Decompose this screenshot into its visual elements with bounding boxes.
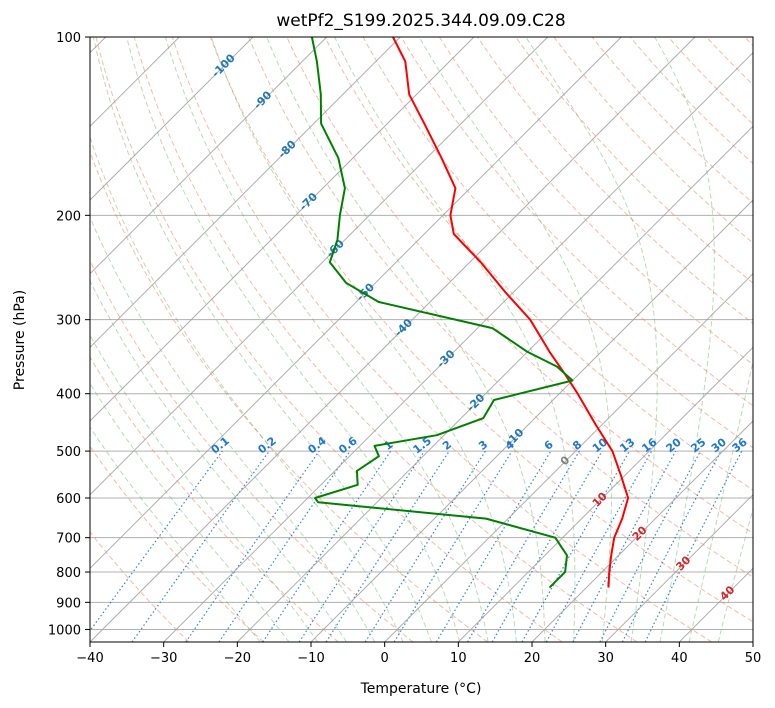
- x-tick-label: 30: [597, 651, 614, 666]
- y-tick-label: 700: [56, 532, 81, 547]
- dry-adiabat-line: [210, 37, 753, 623]
- moist-adiabat-line: [334, 37, 576, 642]
- isotherm-line: [90, 37, 401, 349]
- x-tick-label: 40: [671, 651, 688, 666]
- y-tick-label: 100: [56, 31, 81, 46]
- x-tick-label: 0: [381, 651, 389, 666]
- sounding-profiles: [310, 37, 630, 589]
- isotherm-line: [457, 346, 753, 642]
- mixing-ratio-line: [185, 450, 320, 642]
- moist-adiabat-line: [210, 37, 517, 642]
- moist-adiabat-line: [90, 382, 290, 642]
- mixing-ratio-line: [131, 450, 270, 642]
- isotherm-line: [90, 37, 475, 422]
- dry-adiabat-line: [90, 531, 190, 642]
- isotherm-line: [236, 125, 753, 642]
- isotherm-line: [90, 37, 254, 201]
- dry-adiabat-line: [90, 150, 488, 642]
- isotherm-line: [605, 493, 753, 642]
- y-tick-label: 600: [56, 492, 81, 507]
- x-axis-ticks: −40 −30 −20 −10 0 10 20 30 40 50: [76, 642, 761, 666]
- pressure-gridlines: [90, 37, 753, 630]
- dewpoint-profile-line: [310, 37, 574, 589]
- dry-adiabat-line: [286, 37, 753, 534]
- y-tick-label: 500: [56, 445, 81, 460]
- y-tick-label: 900: [56, 596, 81, 611]
- y-tick-label: 800: [56, 566, 81, 581]
- dry-adiabat-line: [400, 37, 753, 407]
- moist-adiabats: [90, 37, 753, 642]
- isotherm-line: [531, 420, 753, 642]
- x-tick-label: 20: [524, 651, 541, 666]
- dry-adiabat-line: [553, 37, 753, 244]
- moist-adiabat-line: [90, 334, 319, 642]
- mixing-ratio-line: [435, 450, 552, 642]
- dry-adiabat-line: [133, 37, 638, 642]
- dry-adiabat-line: [95, 37, 563, 642]
- x-tick-label: 50: [745, 651, 762, 666]
- dry-adiabat-line: [171, 37, 712, 642]
- dry-adiabats: [90, 37, 753, 642]
- chart-title: wetPf2_S199.2025.344.09.09.C28: [276, 11, 565, 31]
- mixing-ratio-line: [491, 450, 603, 642]
- x-tick-label: −30: [150, 651, 177, 666]
- y-axis-label: Pressure (hPa): [12, 290, 28, 390]
- temperature-profile-line: [392, 37, 630, 588]
- isotherm-line: [310, 199, 753, 642]
- mixing-ratio-line: [521, 450, 631, 642]
- y-tick-label: 300: [56, 314, 81, 329]
- x-axis-label: Temperature (°C): [360, 681, 482, 697]
- moist-adiabat-line: [90, 135, 404, 642]
- y-tick-label: 200: [56, 209, 81, 224]
- moist-adiabat-line: [688, 358, 753, 642]
- dry-adiabat-line: [90, 259, 414, 642]
- x-tick-label: −20: [224, 651, 251, 666]
- moist-adiabat-line: [164, 37, 489, 642]
- moist-adiabat-line: [717, 506, 753, 642]
- moist-adiabat-line: [90, 426, 261, 642]
- dry-adiabat-line: [438, 37, 753, 366]
- dry-adiabat-line: [248, 37, 753, 578]
- dry-adiabat-line: [90, 356, 339, 642]
- x-tick-label: −40: [76, 651, 103, 666]
- x-tick-label: −10: [297, 651, 324, 666]
- mixing-ratio-line: [572, 450, 677, 642]
- mixing-ratio-line: [393, 450, 513, 642]
- dry-adiabat-line: [477, 37, 753, 325]
- mixing-ratio-line: [325, 450, 450, 642]
- mixing-ratio-lines: [90, 450, 743, 642]
- x-tick-label: 10: [450, 651, 467, 666]
- isotherm-line: [163, 51, 753, 642]
- moist-adiabat-line: [92, 37, 432, 642]
- moist-adiabat-line: [90, 215, 376, 642]
- mixing-ratio-line: [218, 450, 351, 642]
- isotherm-line: [90, 37, 696, 642]
- y-tick-label: 1000: [48, 623, 81, 638]
- mixing-ratio-line: [90, 450, 223, 632]
- y-tick-label: 400: [56, 388, 81, 403]
- isotherm-line: [90, 37, 622, 570]
- dry-adiabat-line: [591, 37, 753, 204]
- moist-adiabat-line: [266, 37, 546, 642]
- moist-adiabat-line: [418, 37, 613, 642]
- isotherm-line: [384, 272, 753, 642]
- moist-adiabat-line: [126, 37, 461, 642]
- dry-adiabat-line: [324, 37, 753, 491]
- isotherm-line: [90, 37, 549, 496]
- plot-frame: [89, 36, 754, 643]
- isotherms: [90, 37, 753, 642]
- mixing-ratio-line: [364, 450, 486, 642]
- y-axis-ticks: 100 200 300 400 500 600 700 800 900 1000: [48, 31, 90, 638]
- isotherm-line: [90, 37, 328, 275]
- mixing-ratio-line: [466, 450, 580, 642]
- moist-adiabat-line: [654, 37, 715, 642]
- moist-adiabat-line: [525, 37, 658, 642]
